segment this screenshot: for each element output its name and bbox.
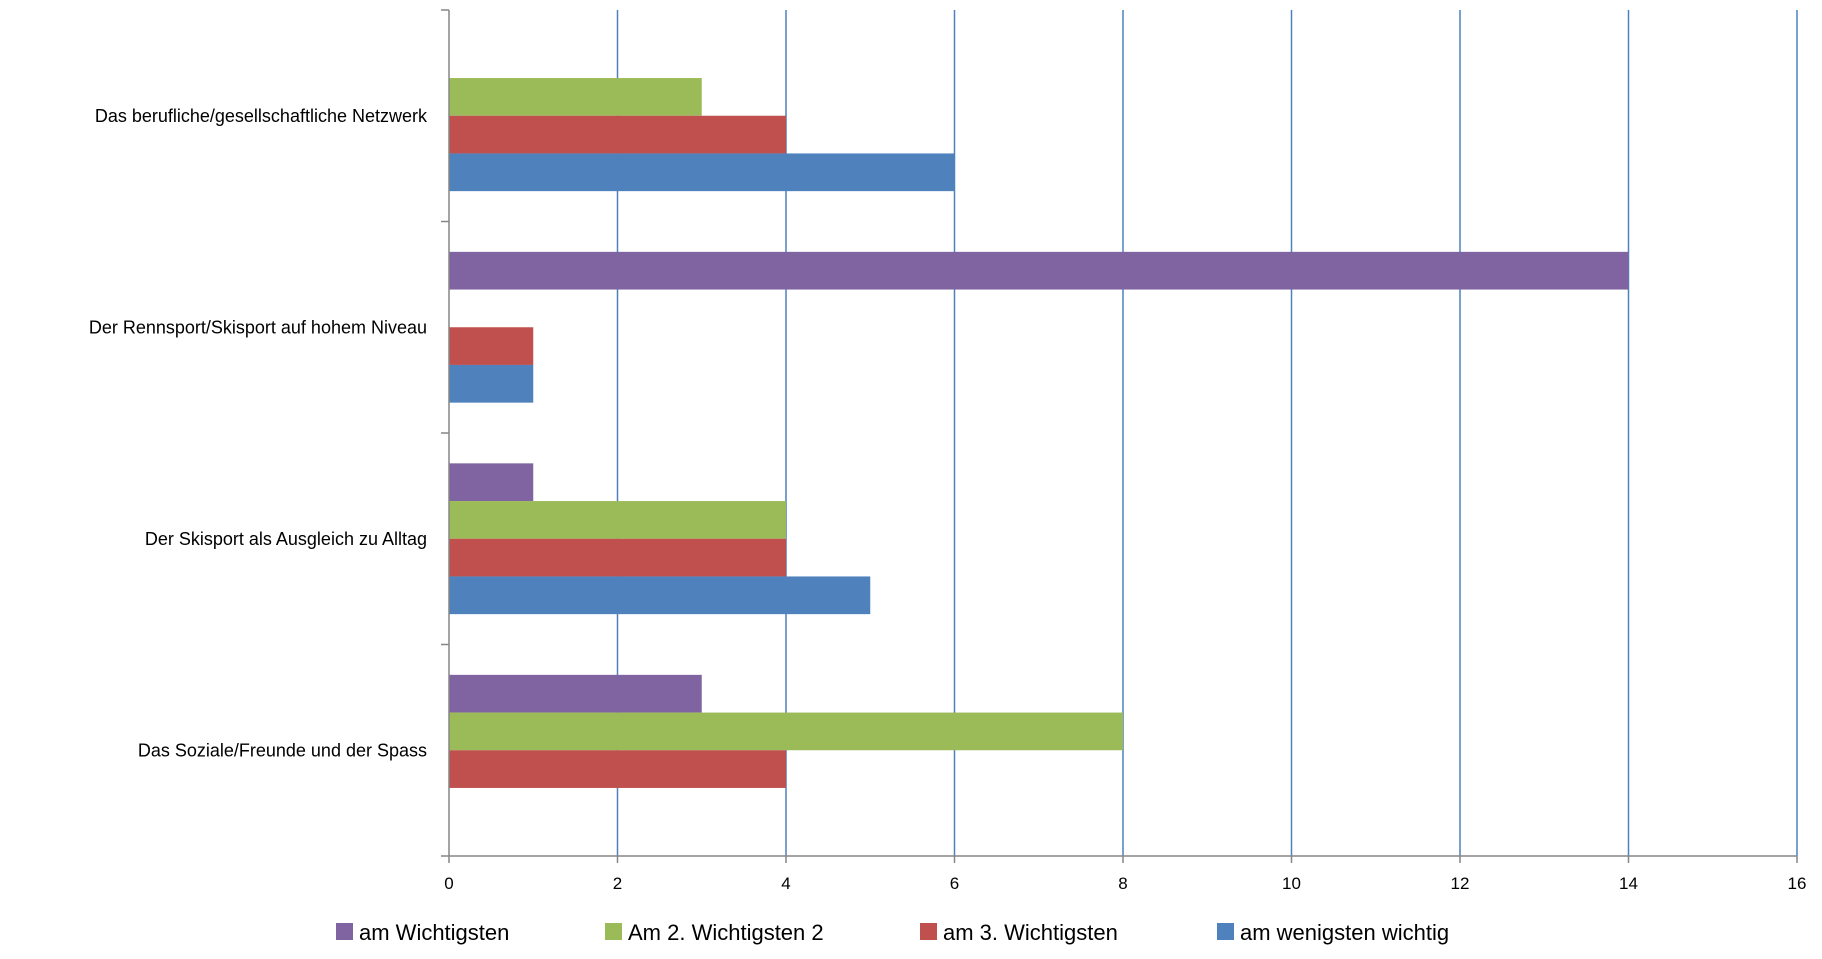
legend-swatch <box>920 923 937 940</box>
x-tick-label: 6 <box>950 874 959 893</box>
x-tick-label: 16 <box>1788 874 1807 893</box>
bars <box>449 78 1629 788</box>
x-tick-label: 14 <box>1619 874 1638 893</box>
legend-swatch <box>605 923 622 940</box>
legend-label: Am 2. Wichtigsten 2 <box>628 920 824 945</box>
x-tick-label: 10 <box>1282 874 1301 893</box>
bar <box>449 251 1629 290</box>
x-tick-label: 12 <box>1451 874 1470 893</box>
bar <box>449 463 534 502</box>
category-label: Der Skisport als Ausgleich zu Alltag <box>145 529 427 549</box>
legend-label: am Wichtigsten <box>359 920 509 945</box>
legend-swatch <box>1217 923 1234 940</box>
legend-label: am 3. Wichtigsten <box>943 920 1118 945</box>
category-label: Das Soziale/Freunde und der Spass <box>138 740 427 760</box>
x-tick-label: 2 <box>613 874 622 893</box>
x-tick-label: 4 <box>781 874 790 893</box>
bar <box>449 538 786 577</box>
bar <box>449 576 871 615</box>
x-tick-labels: 0 2 4 6 8 10 12 14 16 <box>444 874 1806 893</box>
bar <box>449 115 786 154</box>
bar <box>449 674 702 713</box>
legend-label: am wenigsten wichtig <box>1240 920 1449 945</box>
category-labels: Das berufliche/gesellschaftliche Netzwer… <box>89 106 428 761</box>
bar <box>449 153 955 192</box>
bar <box>449 750 786 788</box>
x-tick-label: 8 <box>1118 874 1127 893</box>
bar <box>449 327 534 365</box>
axes <box>441 9 1798 863</box>
bar <box>449 712 1123 751</box>
legend-swatch <box>336 923 353 940</box>
x-tick-label: 0 <box>444 874 453 893</box>
category-label: Der Rennsport/Skisport auf hohem Niveau <box>89 317 427 337</box>
category-label: Das berufliche/gesellschaftliche Netzwer… <box>95 106 428 126</box>
bar <box>449 501 786 539</box>
bar <box>449 364 534 403</box>
legend: am Wichtigsten Am 2. Wichtigsten 2 am 3. W… <box>336 920 1449 945</box>
bar <box>449 78 702 116</box>
